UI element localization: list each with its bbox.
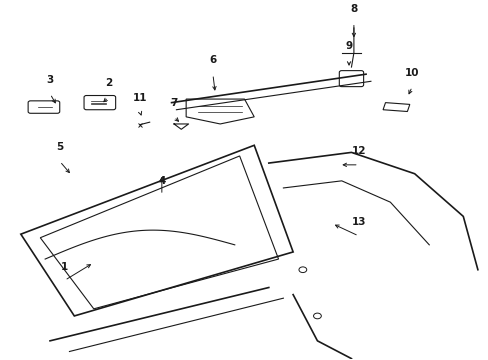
- Text: 11: 11: [132, 93, 147, 103]
- Text: 2: 2: [104, 78, 112, 89]
- Text: 8: 8: [349, 4, 357, 14]
- Text: 12: 12: [351, 146, 365, 156]
- Text: 7: 7: [170, 98, 177, 108]
- Text: 1: 1: [61, 261, 68, 271]
- Text: 9: 9: [345, 41, 352, 51]
- Text: 6: 6: [209, 55, 216, 65]
- Text: 10: 10: [404, 68, 419, 78]
- Text: 5: 5: [56, 143, 63, 152]
- Text: 4: 4: [158, 176, 165, 186]
- Text: 13: 13: [351, 217, 365, 227]
- Text: 3: 3: [46, 75, 54, 85]
